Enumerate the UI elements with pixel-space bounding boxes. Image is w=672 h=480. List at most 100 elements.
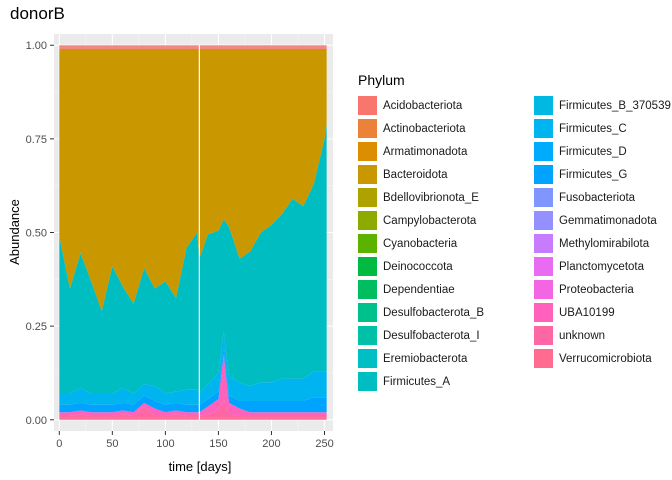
legend-key-swatch — [358, 257, 377, 276]
legend-item: Acidobacteriota — [358, 94, 534, 117]
legend-label: Firmicutes_A — [383, 375, 451, 388]
legend-label: Bdellovibrionota_E — [383, 191, 479, 204]
legend-key-swatch — [534, 96, 553, 115]
area-top-minor-band — [59, 45, 327, 49]
legend-key-swatch — [358, 280, 377, 299]
legend-item: Armatimonadota — [358, 140, 534, 163]
legend-item: Dependentiae — [358, 278, 534, 301]
legend-label: Firmicutes_B_370539 — [559, 99, 671, 112]
legend-item: Campylobacterota — [358, 209, 534, 232]
legend-item: Firmicutes_D — [534, 140, 672, 163]
legend-label: Bacteroidota — [383, 168, 448, 181]
legend-key-swatch — [358, 119, 377, 138]
legend-key-swatch — [534, 349, 553, 368]
legend-label: Firmicutes_G — [559, 168, 628, 181]
legend-label: Armatimonadota — [383, 145, 468, 158]
legend-item: Firmicutes_G — [534, 163, 672, 186]
x-tick-label: 100 — [156, 438, 174, 450]
legend-label: Dependentiae — [383, 283, 455, 296]
legend-item: Methylomirabilota — [534, 232, 672, 255]
x-tick-label: 250 — [315, 438, 333, 450]
area-verrucomicrobiota — [59, 417, 327, 420]
legend-label: Desulfobacterota_I — [383, 329, 480, 342]
legend-item: Firmicutes_B_370539 — [534, 94, 672, 117]
legend-key-swatch — [358, 96, 377, 115]
legend-label: Firmicutes_C — [559, 122, 627, 135]
legend-label: Planctomycetota — [559, 260, 645, 273]
legend-label: Deinococcota — [383, 260, 453, 273]
legend-label: Eremiobacterota — [383, 352, 468, 365]
legend-item: Firmicutes_C — [534, 117, 672, 140]
legend-item: Desulfobacterota_I — [358, 324, 534, 347]
y-tick-label: 1.00 — [26, 40, 47, 52]
legend-key-swatch — [358, 349, 377, 368]
legend-label: Cyanobacteria — [383, 237, 458, 250]
y-tick-label: 0.50 — [26, 228, 47, 240]
area-firmicutes-a — [59, 123, 327, 394]
plot-title: donorB — [10, 4, 65, 23]
legend-key-swatch — [358, 326, 377, 345]
legend-item: Fusobacteriota — [534, 186, 672, 209]
x-tick-label: 200 — [262, 438, 280, 450]
legend-label: Methylomirabilota — [559, 237, 650, 250]
legend-label: Acidobacteriota — [383, 99, 463, 112]
x-tick-label: 0 — [56, 438, 62, 450]
legend-columns: Acidobacteriota Actinobacteriota Armatimon… — [358, 94, 672, 393]
y-tick-label: 0.00 — [26, 415, 47, 427]
legend-key-swatch — [534, 165, 553, 184]
legend-label: Proteobacteria — [559, 283, 634, 296]
legend-item: Deinococcota — [358, 255, 534, 278]
legend-key-swatch — [534, 188, 553, 207]
legend-key-swatch — [534, 280, 553, 299]
x-tick-label: 150 — [209, 438, 227, 450]
legend: Phylum Acidobacteriota Actinobacteriota Ar… — [358, 72, 672, 393]
legend-key-swatch — [534, 257, 553, 276]
legend-item: Bdellovibrionota_E — [358, 186, 534, 209]
legend-column-2: Firmicutes_B_370539 Firmicutes_C Firmicute… — [534, 94, 672, 393]
legend-key-swatch — [358, 142, 377, 161]
axes: 0 50 100 150 200 250 0.00 0.25 0.50 0.75 1.00 — [26, 40, 334, 450]
legend-item: Cyanobacteria — [358, 232, 534, 255]
legend-key-swatch — [358, 372, 377, 391]
y-axis-title: Abundance — [7, 199, 22, 265]
legend-label: Firmicutes_D — [559, 145, 627, 158]
y-tick-label: 0.75 — [26, 134, 47, 146]
legend-label: unknown — [559, 329, 606, 342]
legend-key-swatch — [534, 303, 553, 322]
legend-key-swatch — [534, 119, 553, 138]
legend-key-swatch — [358, 303, 377, 322]
x-axis-title: time [days] — [169, 459, 232, 474]
legend-label: Verrucomicrobiota — [559, 352, 652, 365]
area-firmicutes-g — [59, 346, 327, 413]
legend-item: Verrucomicrobiota — [534, 347, 672, 370]
legend-item: unknown — [534, 324, 672, 347]
legend-item: Gemmatimonadota — [534, 209, 672, 232]
legend-label: Gemmatimonadota — [559, 214, 657, 227]
legend-item: UBA10199 — [534, 301, 672, 324]
legend-key-swatch — [534, 142, 553, 161]
legend-item: Firmicutes_A — [358, 370, 534, 393]
legend-item: Eremiobacterota — [358, 347, 534, 370]
legend-column-1: Acidobacteriota Actinobacteriota Armatimon… — [358, 94, 534, 393]
legend-label: Campylobacterota — [383, 214, 477, 227]
legend-key-swatch — [534, 234, 553, 253]
legend-item: Bacteroidota — [358, 163, 534, 186]
legend-label: UBA10199 — [559, 306, 615, 319]
legend-key-swatch — [358, 188, 377, 207]
area-series — [59, 45, 327, 420]
legend-item: Desulfobacterota_B — [358, 301, 534, 324]
x-tick-label: 50 — [106, 438, 118, 450]
legend-key-swatch — [534, 326, 553, 345]
legend-label: Actinobacteriota — [383, 122, 466, 135]
legend-key-swatch — [358, 165, 377, 184]
legend-label: Fusobacteriota — [559, 191, 636, 204]
legend-item: Actinobacteriota — [358, 117, 534, 140]
legend-key-swatch — [358, 211, 377, 230]
legend-label: Desulfobacterota_B — [383, 306, 485, 319]
legend-item: Proteobacteria — [534, 278, 672, 301]
area-bacteroidota — [59, 48, 327, 312]
y-tick-label: 0.25 — [26, 321, 47, 333]
legend-key-swatch — [534, 211, 553, 230]
legend-item: Planctomycetota — [534, 255, 672, 278]
